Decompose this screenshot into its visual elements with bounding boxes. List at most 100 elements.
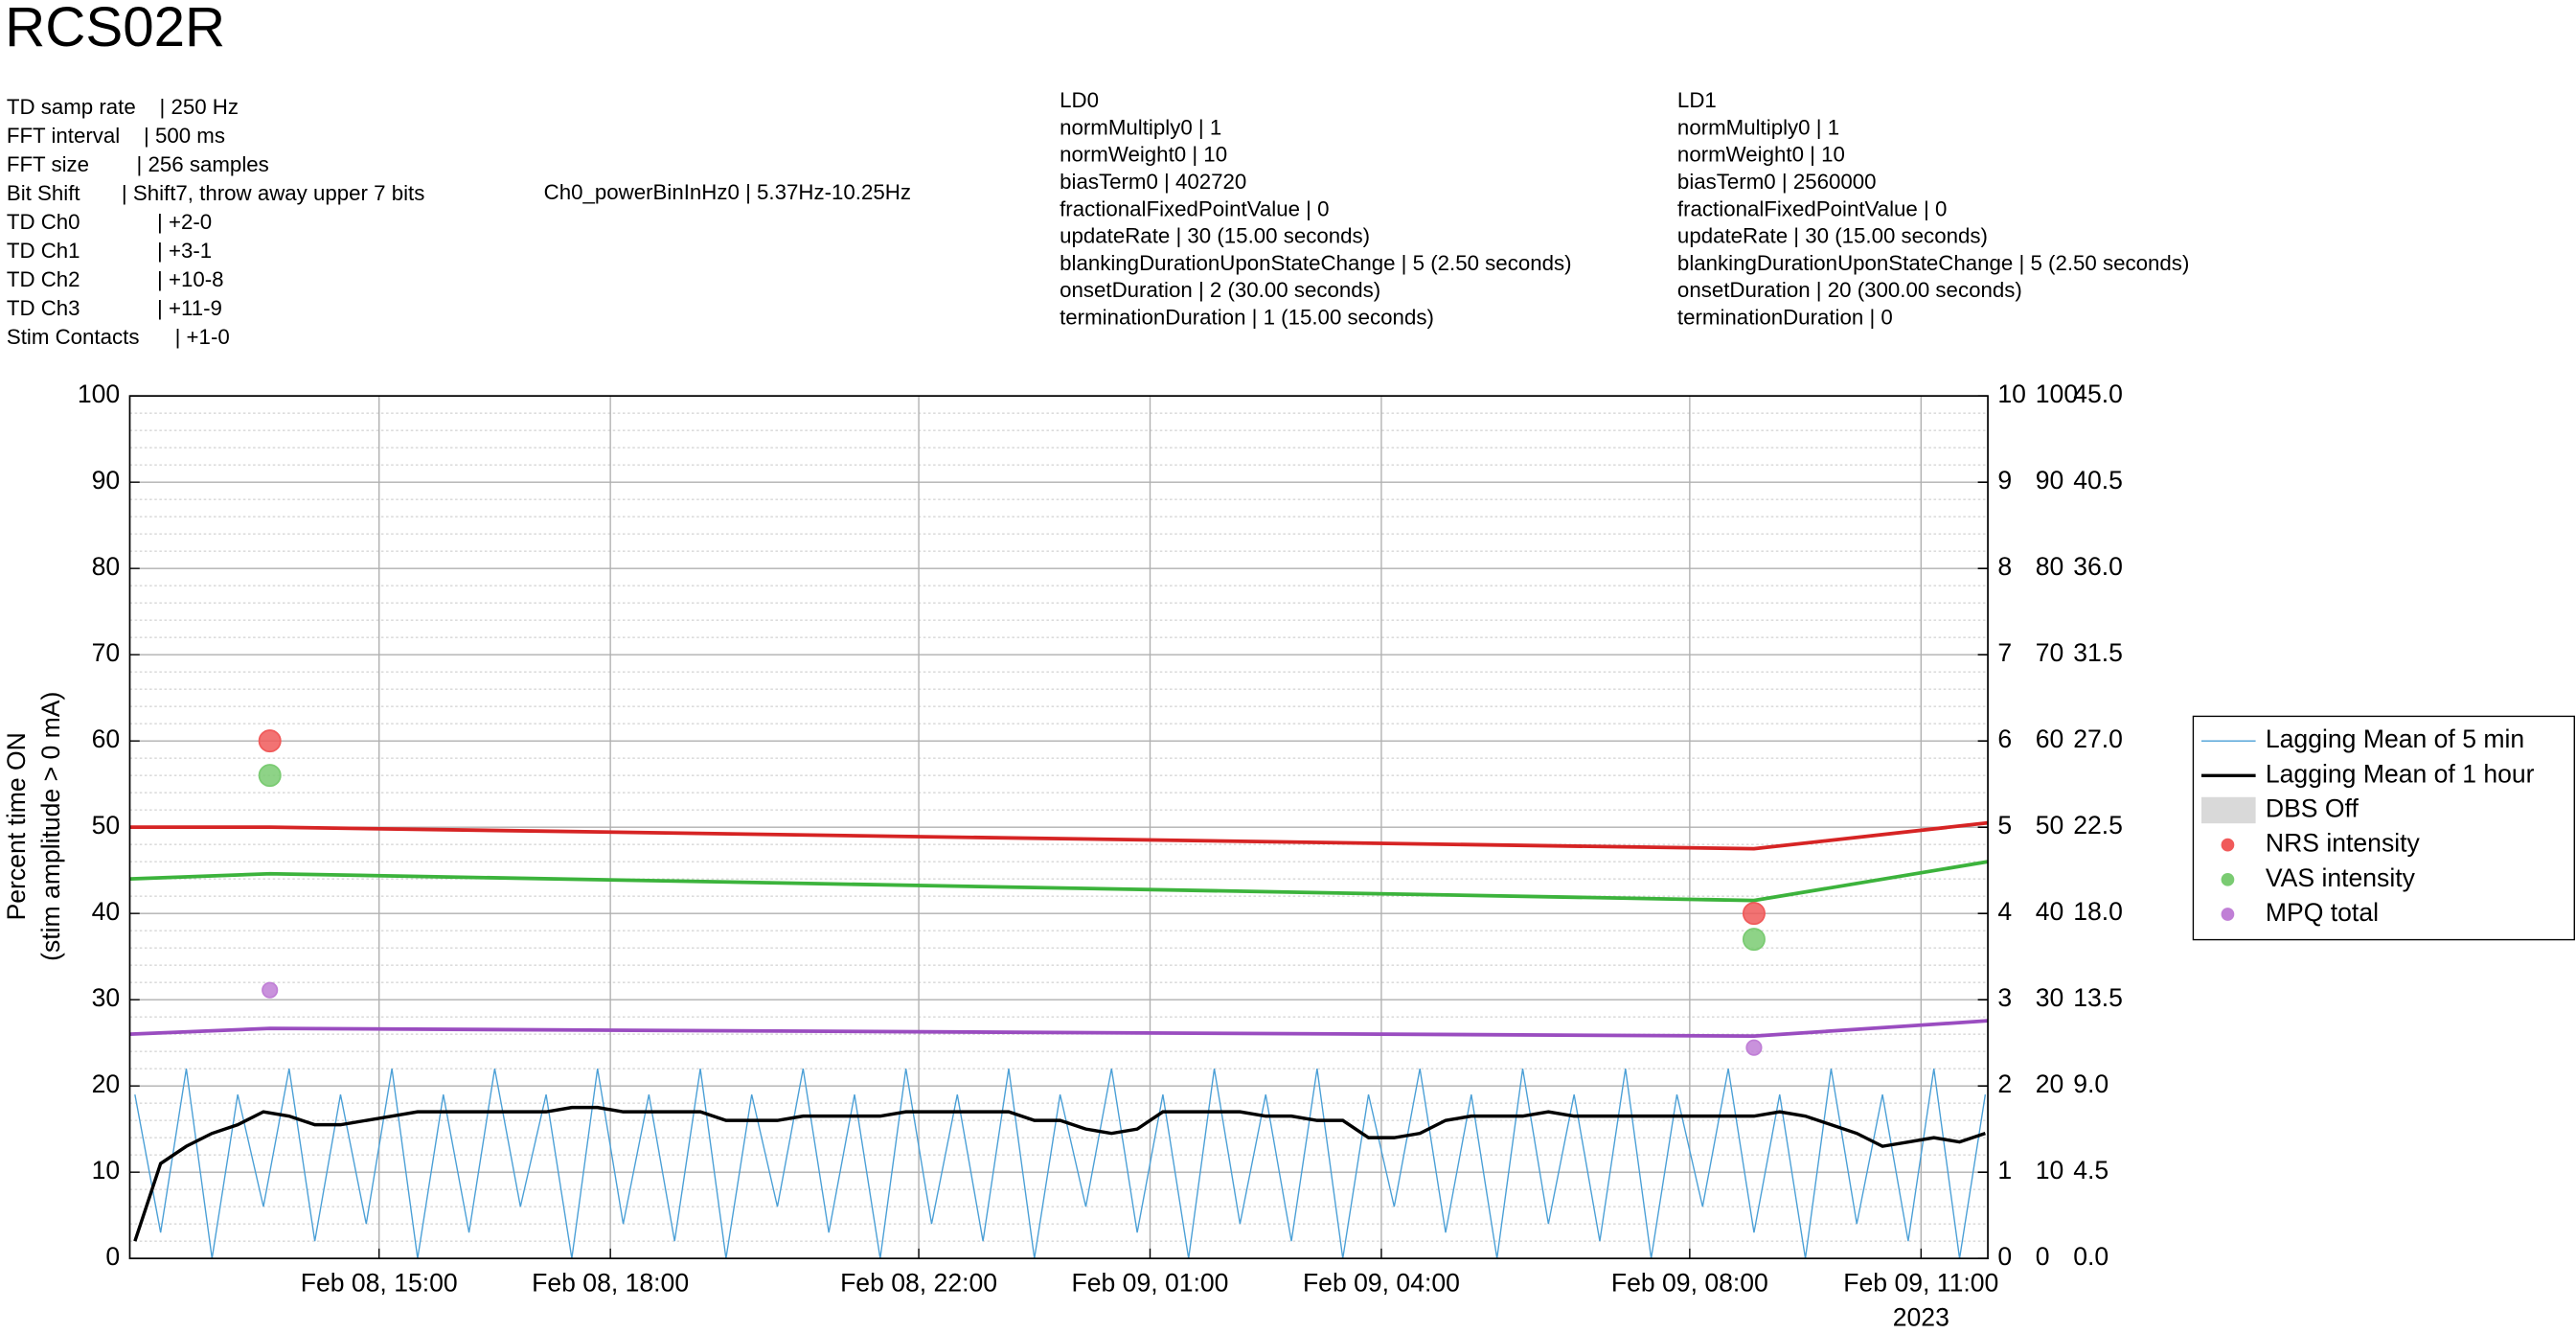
info-line: Bit Shift | Shift7, throw away upper 7 b… — [7, 181, 425, 205]
info-line: Stim Contacts | +1-0 — [7, 325, 230, 349]
info-line: TD Ch1 | +3-1 — [7, 239, 212, 263]
y-right-tick-label: 1 — [1997, 1156, 2012, 1184]
info-line: TD Ch2 | +10-8 — [7, 267, 224, 291]
info-line: terminationDuration | 0 — [1677, 305, 1893, 329]
y-tick-label: 80 — [92, 552, 121, 581]
y-tick-label: 50 — [92, 811, 121, 840]
x-tick-label: Feb 09, 08:00 — [1611, 1269, 1768, 1298]
series-line — [133, 1105, 1986, 1242]
y-tick-label: 20 — [92, 1070, 121, 1098]
y-right-tick-label: 30 — [2036, 983, 2064, 1012]
legend-label: VAS intensity — [2266, 863, 2416, 892]
y-right-tick-label: 5 — [1997, 811, 2012, 840]
legend-label: MPQ total — [2266, 898, 2379, 927]
x-tick-label: Feb 08, 15:00 — [301, 1269, 458, 1298]
y-right-tick-label: 40.5 — [2073, 466, 2123, 494]
y-right-tick-label: 13.5 — [2073, 983, 2123, 1012]
trend-line — [129, 820, 1989, 851]
x-tick-label: Feb 09, 04:00 — [1303, 1269, 1460, 1298]
legend-swatch — [2221, 838, 2235, 852]
y-right-tick-label: 4.5 — [2073, 1156, 2109, 1184]
y-right-tick-label: 0.0 — [2073, 1242, 2109, 1271]
info-line: LD0 — [1060, 88, 1099, 112]
y-right-tick-label: 31.5 — [2073, 638, 2123, 667]
x-tick-label: Feb 09, 11:00 — [1843, 1269, 1998, 1298]
y-right-tick-label: 60 — [2036, 724, 2064, 753]
y-right-tick-label: 7 — [1997, 638, 2012, 667]
info-line: normMultiply0 | 1 — [1060, 115, 1221, 139]
y-right-tick-label: 36.0 — [2073, 552, 2123, 581]
x-tick-label: Feb 08, 22:00 — [840, 1269, 997, 1298]
y-right-tick-label: 80 — [2036, 552, 2064, 581]
trend-line — [129, 1019, 1989, 1039]
info-line: normWeight0 | 10 — [1677, 143, 1845, 167]
y-right-tick-label: 10 — [2036, 1156, 2064, 1184]
y-tick-label: 90 — [92, 466, 121, 494]
info-line: blankingDurationUponStateChange | 5 (2.5… — [1060, 251, 1571, 275]
x-year-label: 2023 — [1893, 1303, 1949, 1332]
x-tick-label: Feb 09, 01:00 — [1072, 1269, 1229, 1298]
legend-label: DBS Off — [2266, 794, 2359, 823]
y-tick-label: 40 — [92, 897, 121, 926]
y-axis-label: (stim amplitude > 0 mA) — [36, 692, 65, 961]
y-right-tick-label: 2 — [1997, 1070, 2012, 1098]
info-line: normMultiply0 | 1 — [1677, 115, 1839, 139]
series-line — [134, 1069, 1987, 1259]
data-point — [262, 981, 279, 999]
y-right-tick-label: 0 — [2036, 1242, 2050, 1271]
info-line: onsetDuration | 20 (300.00 seconds) — [1677, 278, 2022, 302]
y-right-tick-label: 100 — [2036, 380, 2078, 408]
y-tick-label: 60 — [92, 724, 121, 753]
info-line: FFT interval | 500 ms — [7, 124, 225, 148]
data-point — [1742, 902, 1766, 926]
chart-title: RCS02R — [5, 0, 225, 58]
x-tick-label: Feb 08, 18:00 — [532, 1269, 689, 1298]
y-right-tick-label: 40 — [2036, 897, 2064, 926]
y-tick-label: 0 — [105, 1242, 120, 1271]
info-line: biasTerm0 | 402720 — [1060, 170, 1246, 194]
y-right-tick-label: 4 — [1997, 897, 2012, 926]
y-axis-label: Percent time ON — [2, 732, 31, 920]
y-right-tick-label: 9 — [1997, 466, 2012, 494]
y-right-tick-label: 3 — [1997, 983, 2012, 1012]
y-right-tick-label: 22.5 — [2073, 811, 2123, 840]
y-right-tick-label: 20 — [2036, 1070, 2064, 1098]
y-tick-label: 70 — [92, 638, 121, 667]
y-right-tick-label: 9.0 — [2073, 1070, 2109, 1098]
y-right-tick-label: 45.0 — [2073, 380, 2123, 408]
y-tick-label: 30 — [92, 983, 121, 1012]
y-right-tick-label: 70 — [2036, 638, 2064, 667]
info-line: terminationDuration | 1 (15.00 seconds) — [1060, 305, 1434, 329]
legend-box — [2192, 715, 2575, 941]
info-line: updateRate | 30 (15.00 seconds) — [1060, 224, 1370, 248]
info-line: TD Ch0 | +2-0 — [7, 210, 212, 234]
y-right-tick-label: 90 — [2036, 466, 2064, 494]
info-line: blankingDurationUponStateChange | 5 (2.5… — [1677, 251, 2189, 275]
y-right-tick-label: 18.0 — [2073, 897, 2123, 926]
legend-swatch — [2200, 796, 2256, 824]
plot-frame — [128, 395, 1989, 1259]
trend-line — [129, 860, 1989, 903]
info-line: onsetDuration | 2 (30.00 seconds) — [1060, 278, 1380, 302]
data-point — [258, 764, 282, 788]
info-line: Ch0_powerBinInHz0 | 5.37Hz-10.25Hz — [544, 180, 911, 204]
info-line: fractionalFixedPointValue | 0 — [1060, 196, 1329, 220]
info-line: fractionalFixedPointValue | 0 — [1677, 196, 1947, 220]
data-point — [1745, 1039, 1763, 1056]
legend-label: Lagging Mean of 1 hour — [2266, 759, 2535, 788]
data-point — [258, 729, 282, 753]
legend-swatch — [2221, 872, 2235, 886]
legend-swatch — [2221, 908, 2235, 921]
y-right-tick-label: 10 — [1997, 380, 2026, 408]
data-point — [1742, 928, 1766, 952]
legend-label: NRS intensity — [2266, 829, 2421, 858]
y-right-tick-label: 0 — [1997, 1242, 2012, 1271]
info-line: TD samp rate | 250 Hz — [7, 95, 239, 119]
y-tick-label: 100 — [78, 380, 120, 408]
info-line: TD Ch3 | +11-9 — [7, 296, 222, 320]
legend-label: Lagging Mean of 5 min — [2266, 724, 2524, 753]
info-line: normWeight0 | 10 — [1060, 143, 1227, 167]
y-right-tick-label: 50 — [2036, 811, 2064, 840]
